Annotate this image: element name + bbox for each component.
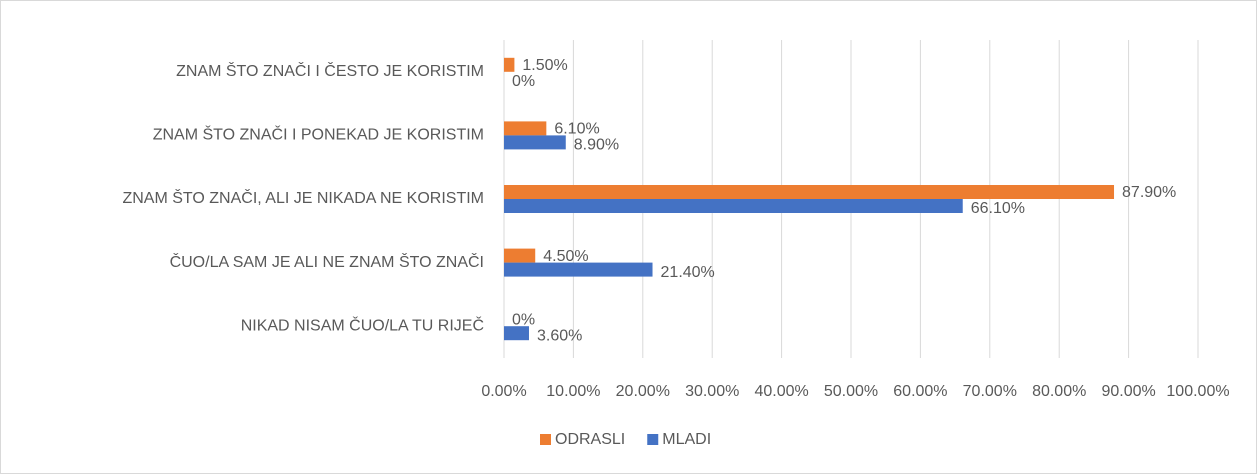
bar [504,262,653,277]
x-tick-label: 60.00% [893,383,947,400]
bar [504,326,529,341]
data-label: 0% [512,73,535,90]
x-tick-label: 90.00% [1101,383,1155,400]
x-tick-label: 50.00% [824,383,878,400]
bar [504,248,536,263]
x-tick-label: 30.00% [685,383,739,400]
data-label: 4.50% [543,248,588,265]
x-tick-label: 70.00% [963,383,1017,400]
x-tick-label: 80.00% [1032,383,1086,400]
y-tick-label: ZNAM ŠTO ZNAČI, ALI JE NIKADA NE KORISTI… [122,188,484,207]
data-label: 87.90% [1122,184,1176,201]
y-tick-label: ČUO/LA SAM JE ALI NE ZNAM ŠTO ZNAČI [170,252,484,271]
bar [504,121,547,136]
x-tick-label: 20.00% [616,383,670,400]
bar [504,185,1115,199]
bar [504,199,963,213]
data-label: 66.10% [971,200,1025,217]
legend-swatch [647,434,659,445]
data-label: 3.60% [537,327,582,344]
y-tick-label: ZNAM ŠTO ZNAČI I ČESTO JE KORISTIM [176,61,484,80]
x-tick-label: 100.00% [1166,383,1229,400]
x-tick-label: 10.00% [546,383,600,400]
data-label: 6.10% [554,121,599,138]
y-tick-label: NIKAD NISAM ČUO/LA TU RIJEČ [241,315,484,334]
data-label: 8.90% [574,137,619,154]
bar [504,57,515,72]
legend-label: MLADI [662,431,711,448]
x-tick-label: 0.00% [481,383,526,400]
legend-label: ODRASLI [555,431,625,448]
y-tick-label: ZNAM ŠTO ZNAČI I PONEKAD JE KORISTIM [153,125,484,144]
legend-swatch [540,434,551,445]
x-tick-label: 40.00% [754,383,808,400]
data-label: 1.50% [522,57,567,74]
bar [504,135,566,150]
data-label: 0% [512,311,535,328]
data-label: 21.40% [661,264,715,281]
